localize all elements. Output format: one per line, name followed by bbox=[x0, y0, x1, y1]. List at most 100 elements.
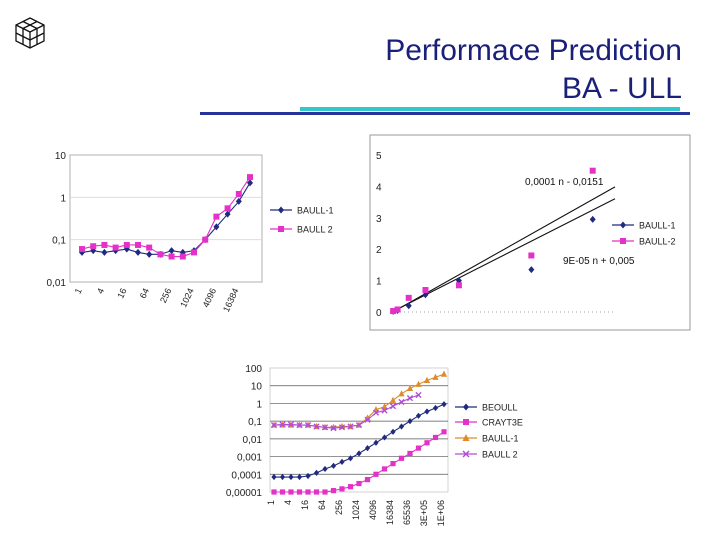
chart3-legend-crayt3e-label: CRAYT3E bbox=[482, 418, 523, 428]
chart2-data-point bbox=[589, 167, 596, 174]
chart2-legend-baull-2-label: BAULL-2 bbox=[639, 237, 676, 247]
chart3-data-point bbox=[415, 380, 422, 387]
chart3-data-point bbox=[406, 395, 414, 402]
chart3-x-tick-label: 3E+05 bbox=[419, 500, 429, 526]
chart2-y-tick-label: 0 bbox=[376, 308, 382, 319]
chart3-data-point bbox=[432, 434, 439, 441]
chart3-data-point bbox=[330, 462, 337, 469]
chart1-data-point bbox=[168, 253, 175, 260]
chart3-data-point bbox=[432, 404, 439, 412]
chart1-x-tick-label: 64 bbox=[138, 287, 151, 300]
cube-logo-icon bbox=[15, 17, 45, 49]
title-underline-blue bbox=[200, 112, 690, 115]
chart3-data-point bbox=[270, 421, 278, 429]
chart3-y-tick-label: 0,01 bbox=[243, 435, 263, 446]
chart3-data-point bbox=[372, 409, 380, 416]
chart3-series-line-4 bbox=[273, 394, 419, 429]
chart1-data-point bbox=[146, 244, 153, 251]
chart1-data-point bbox=[247, 174, 253, 181]
chart1-y-tick-label: 10 bbox=[55, 151, 67, 162]
chart3-x-tick-label: 16384 bbox=[385, 500, 395, 525]
chart3-data-point bbox=[415, 412, 422, 419]
chart1-data-point bbox=[191, 249, 197, 256]
chart3-data-point bbox=[441, 429, 447, 435]
chart3-data-point bbox=[288, 473, 294, 481]
chart3-y-tick-label: 1 bbox=[256, 399, 262, 410]
chart1-legend-baull-1-marker bbox=[278, 206, 284, 214]
chart1-x-tick-label: 1 bbox=[73, 287, 84, 296]
chart2-data-point bbox=[394, 306, 401, 313]
chart1-data-point bbox=[135, 248, 141, 256]
chart1-data-point bbox=[101, 241, 108, 248]
chart3-legend-beoull-marker bbox=[463, 403, 469, 411]
chart2-annotation-1: 0,0001 n - 0,0151 bbox=[525, 177, 604, 188]
chart3-data-point bbox=[339, 486, 345, 492]
chart2-data-point bbox=[405, 302, 412, 310]
chart3-x-tick-label: 256 bbox=[334, 500, 344, 515]
chart1-data-point bbox=[79, 246, 85, 253]
chart3-data-point bbox=[279, 489, 286, 495]
chart3-data-point bbox=[407, 450, 413, 457]
chart3-data-point bbox=[279, 421, 286, 428]
chart3-y-tick-label: 0,00001 bbox=[226, 488, 263, 499]
chart2-y-tick-label: 4 bbox=[376, 182, 382, 193]
chart1-y-tick-label: 1 bbox=[60, 193, 66, 204]
chart3-x-tick-label: 1E+06 bbox=[436, 500, 446, 526]
chart3-data-point bbox=[347, 455, 354, 462]
chart3-data-point bbox=[322, 489, 328, 495]
chart3-data-point bbox=[415, 391, 422, 399]
chart3-data-point bbox=[338, 424, 346, 431]
chart3-data-point bbox=[364, 416, 371, 423]
chart1-x-tick-label: 16 bbox=[115, 287, 128, 300]
chart1-data-point bbox=[202, 236, 209, 243]
chart3-data-point bbox=[440, 370, 448, 377]
chart1-plot-area bbox=[69, 154, 263, 283]
chart3-data-point bbox=[313, 423, 320, 430]
chart3-y-tick-label: 10 bbox=[251, 382, 263, 393]
chart3-data-point bbox=[424, 408, 430, 415]
chart1-series-line-2 bbox=[81, 176, 251, 258]
chart3-data-point bbox=[296, 421, 303, 429]
chart3-data-point bbox=[305, 472, 311, 480]
chart3-data-point bbox=[364, 477, 371, 483]
chart3-data-point bbox=[381, 466, 388, 472]
chart1-data-point bbox=[247, 179, 253, 187]
chart3-data-point bbox=[339, 458, 345, 466]
chart3-data-point bbox=[381, 407, 388, 414]
chart3-data-point bbox=[296, 473, 303, 481]
chart3-legend-crayt3e-marker bbox=[463, 419, 469, 425]
chart1-data-point bbox=[112, 244, 119, 251]
chart1-data-point bbox=[90, 243, 97, 250]
chart3-data-point bbox=[381, 403, 388, 410]
chart1-data-point bbox=[235, 190, 242, 197]
chart3-data-point bbox=[287, 421, 295, 428]
chart2-data-point bbox=[405, 294, 412, 301]
chart3-data-point bbox=[305, 489, 311, 495]
chart3-data-point bbox=[322, 465, 328, 473]
chart3-legend-baull-1-marker bbox=[462, 434, 470, 441]
chart2-y-tick-label: 2 bbox=[376, 245, 382, 256]
title-underline-teal bbox=[300, 107, 680, 111]
chart1-data-point bbox=[213, 213, 220, 220]
chart1-data-point bbox=[135, 241, 141, 248]
chart2-frame bbox=[369, 134, 691, 331]
chart3-data-point bbox=[415, 445, 422, 451]
chart1-legend-baull-1-label: BAULL-1 bbox=[297, 206, 334, 216]
chart2-y-tick-label: 3 bbox=[376, 214, 382, 225]
chart1-data-point bbox=[213, 223, 220, 231]
chart3-data-point bbox=[347, 484, 354, 490]
chart3-data-point bbox=[398, 398, 405, 406]
chart3-data-point bbox=[390, 461, 396, 467]
chart2-annotation-2: 9E-05 n + 0,005 bbox=[563, 256, 635, 267]
chart3-data-point bbox=[423, 376, 431, 383]
chart1-data-point bbox=[146, 250, 153, 258]
chart1-series-line-1 bbox=[81, 182, 251, 255]
chart3-data-point bbox=[424, 440, 430, 446]
chart3-data-point bbox=[347, 423, 354, 430]
chart3-data-point bbox=[373, 439, 379, 446]
chart3-data-point bbox=[389, 396, 397, 403]
chart2-trendline-2 bbox=[391, 198, 616, 313]
